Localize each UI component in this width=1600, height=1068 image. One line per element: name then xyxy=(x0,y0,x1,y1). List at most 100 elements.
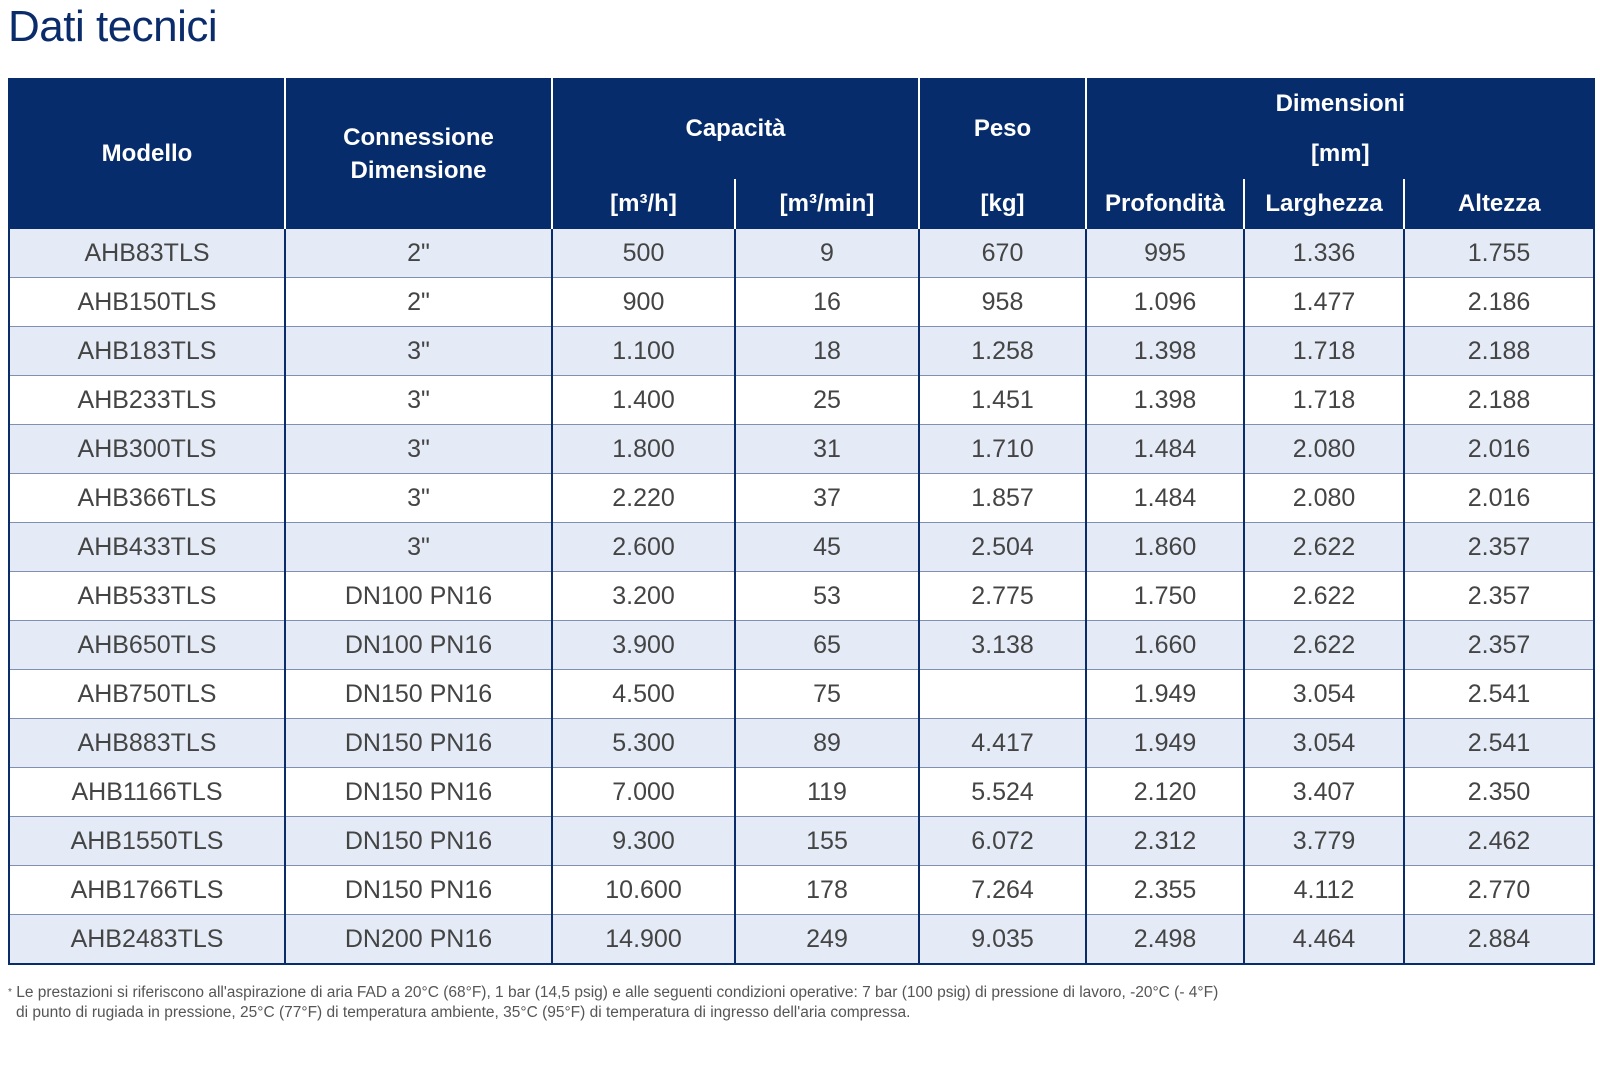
cell-capacita-m3h: 7.000 xyxy=(551,767,736,817)
cell-capacita-m3h: 14.900 xyxy=(551,914,736,965)
cell-altezza: 2.357 xyxy=(1403,522,1596,572)
cell-modello: AHB1550TLS xyxy=(8,816,286,866)
cell-modello: AHB750TLS xyxy=(8,669,286,719)
cell-larghezza: 2.622 xyxy=(1243,522,1406,572)
table-row: AHB533TLS DN100 PN16 3.200 53 2.775 1.750 2.62… xyxy=(8,571,1596,621)
cell-connessione: 3" xyxy=(284,326,553,376)
header-row-bottom: [m³/h] [m³/min] [kg] Profondità Larghezz… xyxy=(9,179,1595,229)
header-capacita-unit-h: [m³/h] xyxy=(551,179,736,229)
cell-larghezza: 3.054 xyxy=(1243,669,1406,719)
cell-capacita-m3h: 1.800 xyxy=(551,424,736,474)
technical-data-table: Modello Connessione Dimensione Capacità … xyxy=(8,78,1596,965)
cell-capacita-m3min: 119 xyxy=(733,767,921,817)
cell-modello: AHB1766TLS xyxy=(8,865,286,915)
table-row: AHB750TLS DN150 PN16 4.500 75 1.949 3.054 2.54… xyxy=(8,669,1596,719)
footnote-line-1: * Le prestazioni si riferiscono all'aspi… xyxy=(8,983,1568,1003)
cell-peso: 4.417 xyxy=(918,718,1088,768)
cell-profondita: 1.750 xyxy=(1085,571,1246,621)
cell-connessione: DN150 PN16 xyxy=(284,865,553,915)
cell-connessione: 2" xyxy=(284,277,553,327)
cell-profondita: 1.484 xyxy=(1085,424,1246,474)
cell-capacita-m3min: 155 xyxy=(733,816,921,866)
cell-connessione: DN200 PN16 xyxy=(284,914,553,965)
cell-profondita: 1.484 xyxy=(1085,473,1246,523)
cell-capacita-m3h: 2.220 xyxy=(551,473,736,523)
cell-larghezza: 1.336 xyxy=(1243,228,1406,278)
cell-capacita-m3min: 18 xyxy=(733,326,921,376)
cell-larghezza: 2.622 xyxy=(1243,571,1406,621)
header-altezza: Altezza xyxy=(1403,179,1595,229)
cell-capacita-m3min: 65 xyxy=(733,620,921,670)
header-dimensioni-label: Dimensioni xyxy=(1275,90,1405,117)
table-row: AHB2483TLS DN200 PN16 14.900 249 9.035 2.498 4… xyxy=(8,914,1596,965)
cell-peso: 5.524 xyxy=(918,767,1088,817)
table-row: AHB1550TLS DN150 PN16 9.300 155 6.072 2.312 3.… xyxy=(8,816,1596,866)
cell-altezza: 1.755 xyxy=(1403,228,1596,278)
cell-modello: AHB883TLS xyxy=(8,718,286,768)
cell-connessione: 3" xyxy=(284,473,553,523)
cell-larghezza: 3.407 xyxy=(1243,767,1406,817)
cell-peso: 958 xyxy=(918,277,1088,327)
cell-profondita: 1.398 xyxy=(1085,375,1246,425)
cell-capacita-m3min: 25 xyxy=(733,375,921,425)
cell-profondita: 1.660 xyxy=(1085,620,1246,670)
cell-capacita-m3h: 9.300 xyxy=(551,816,736,866)
table-row: AHB233TLS 3" 1.400 25 1.451 1.398 1.718 2.188 xyxy=(8,375,1596,425)
cell-altezza: 2.357 xyxy=(1403,620,1596,670)
cell-peso: 1.451 xyxy=(918,375,1088,425)
cell-profondita: 2.312 xyxy=(1085,816,1246,866)
cell-capacita-m3min: 37 xyxy=(733,473,921,523)
header-dimensioni-unit: [mm] xyxy=(1310,140,1370,167)
cell-modello: AHB233TLS xyxy=(8,375,286,425)
header-peso-unit: [kg] xyxy=(918,179,1087,229)
table-body: AHB83TLS 2" 500 9 670 995 1.336 1.755 AHB150TLS 2… xyxy=(8,228,1596,965)
cell-profondita: 1.949 xyxy=(1085,718,1246,768)
cell-connessione: DN150 PN16 xyxy=(284,767,553,817)
cell-altezza: 2.186 xyxy=(1403,277,1596,327)
cell-capacita-m3min: 9 xyxy=(733,228,921,278)
header-row-top: Modello Connessione Dimensione Capacità … xyxy=(8,78,1595,229)
header-capacita-unit-min: [m³/min] xyxy=(733,179,920,229)
cell-modello: AHB183TLS xyxy=(8,326,286,376)
cell-larghezza: 2.622 xyxy=(1243,620,1406,670)
table-row: AHB883TLS DN150 PN16 5.300 89 4.417 1.949 3.05… xyxy=(8,718,1596,768)
cell-profondita: 1.096 xyxy=(1085,277,1246,327)
header-modello: Modello xyxy=(8,78,286,229)
cell-altezza: 2.770 xyxy=(1403,865,1596,915)
table-row: AHB300TLS 3" 1.800 31 1.710 1.484 2.080 2.016 xyxy=(8,424,1596,474)
cell-peso: 2.775 xyxy=(918,571,1088,621)
cell-larghezza: 1.718 xyxy=(1243,326,1406,376)
cell-larghezza: 4.112 xyxy=(1243,865,1406,915)
cell-peso: 1.258 xyxy=(918,326,1088,376)
cell-connessione: DN100 PN16 xyxy=(284,620,553,670)
cell-capacita-m3h: 900 xyxy=(551,277,736,327)
cell-peso xyxy=(918,669,1088,719)
cell-larghezza: 2.080 xyxy=(1243,424,1406,474)
table-row: AHB650TLS DN100 PN16 3.900 65 3.138 1.660 2.62… xyxy=(8,620,1596,670)
cell-capacita-m3h: 1.100 xyxy=(551,326,736,376)
cell-profondita: 2.120 xyxy=(1085,767,1246,817)
cell-capacita-m3min: 31 xyxy=(733,424,921,474)
cell-modello: AHB300TLS xyxy=(8,424,286,474)
cell-modello: AHB433TLS xyxy=(8,522,286,572)
cell-modello: AHB533TLS xyxy=(8,571,286,621)
cell-profondita: 2.498 xyxy=(1085,914,1246,965)
footnote-text-1: Le prestazioni si riferiscono all'aspira… xyxy=(16,984,1219,1001)
cell-altezza: 2.350 xyxy=(1403,767,1596,817)
page-title: Dati tecnici xyxy=(8,2,218,51)
cell-profondita: 1.860 xyxy=(1085,522,1246,572)
cell-peso: 1.857 xyxy=(918,473,1088,523)
cell-modello: AHB150TLS xyxy=(8,277,286,327)
footnote: * Le prestazioni si riferiscono all'aspi… xyxy=(8,983,1568,1023)
table-row: AHB150TLS 2" 900 16 958 1.096 1.477 2.186 xyxy=(8,277,1596,327)
cell-altezza: 2.462 xyxy=(1403,816,1596,866)
cell-peso: 9.035 xyxy=(918,914,1088,965)
header-dimensioni: Dimensioni [mm] xyxy=(1085,78,1595,180)
cell-altezza: 2.188 xyxy=(1403,375,1596,425)
cell-capacita-m3h: 500 xyxy=(551,228,736,278)
cell-capacita-m3h: 4.500 xyxy=(551,669,736,719)
cell-larghezza: 1.718 xyxy=(1243,375,1406,425)
cell-capacita-m3min: 249 xyxy=(733,914,921,965)
footnote-line-2: di punto di rugiada in pressione, 25°C (… xyxy=(16,1004,911,1021)
header-larghezza: Larghezza xyxy=(1243,179,1405,229)
